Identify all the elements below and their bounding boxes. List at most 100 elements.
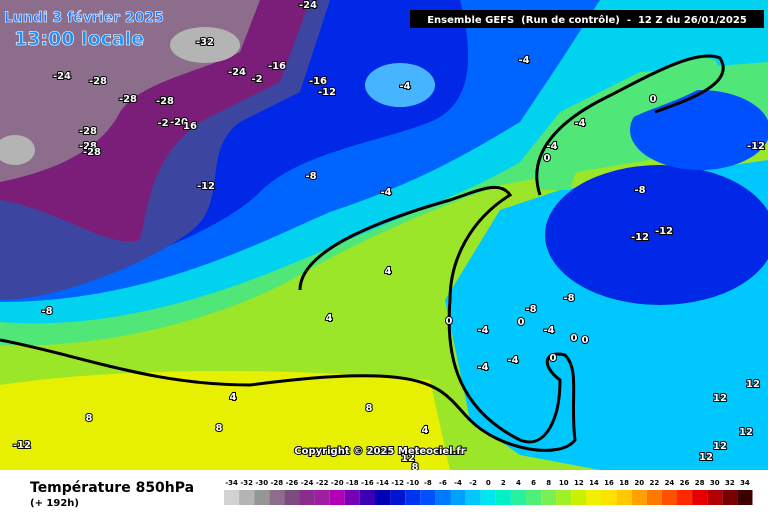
legend-swatch bbox=[495, 490, 511, 505]
contour-label: 12 bbox=[699, 452, 713, 463]
legend-swatch bbox=[692, 490, 708, 505]
contour-label: -28 bbox=[79, 126, 97, 137]
contour-label: -16 bbox=[309, 76, 327, 87]
legend-swatch bbox=[510, 490, 526, 505]
legend-swatch bbox=[390, 490, 406, 505]
legend-label: 6 bbox=[531, 479, 536, 487]
contour-label: -12 bbox=[197, 181, 215, 192]
legend-swatch bbox=[329, 490, 345, 505]
contour-label: -8 bbox=[525, 304, 536, 315]
contour-label: 16 bbox=[183, 121, 197, 132]
legend-label: -8 bbox=[424, 479, 432, 487]
legend-label: -18 bbox=[346, 479, 359, 487]
legend-swatch bbox=[375, 490, 391, 505]
contour-label: -8 bbox=[563, 293, 574, 304]
contour-label: -4 bbox=[477, 362, 488, 373]
contour-label: 12 bbox=[401, 453, 415, 464]
legend-swatch bbox=[269, 490, 285, 505]
contour-label: -28 bbox=[83, 147, 101, 158]
run-info: Ensemble GEFS (Run de contrôle) - 12 Z d… bbox=[427, 14, 747, 26]
legend-swatch bbox=[586, 490, 602, 505]
legend-label: -10 bbox=[406, 479, 419, 487]
legend-swatch bbox=[571, 490, 587, 505]
legend-label: -30 bbox=[255, 479, 268, 487]
legend-swatch bbox=[616, 490, 632, 505]
contour-label: -4 bbox=[518, 55, 529, 66]
legend-swatch bbox=[526, 490, 542, 505]
map-labels: -24 -32 -24 -28 -24 -2 -16 -16 -12 -28 -… bbox=[12, 0, 766, 474]
legend-label: 12 bbox=[574, 479, 584, 487]
legend-label: 34 bbox=[740, 479, 750, 487]
legend-swatch bbox=[737, 490, 753, 505]
contour-label: -8 bbox=[305, 171, 316, 182]
contour-label: -28 bbox=[89, 76, 107, 87]
legend-swatch bbox=[435, 490, 451, 505]
legend-swatch bbox=[631, 490, 647, 505]
legend-label: 0 bbox=[486, 479, 491, 487]
legend-swatch bbox=[224, 490, 240, 505]
legend-swatch bbox=[465, 490, 481, 505]
legend-label: 14 bbox=[589, 479, 599, 487]
contour-label: 12 bbox=[746, 379, 760, 390]
contour-label: -4 bbox=[477, 325, 488, 336]
contour-label: 0 bbox=[650, 94, 657, 105]
contour-label: 12 bbox=[739, 427, 753, 438]
contour-label: -4 bbox=[546, 141, 557, 152]
contour-label: -12 bbox=[747, 141, 765, 152]
contour-label: -8 bbox=[634, 185, 645, 196]
legend-label: 32 bbox=[725, 479, 735, 487]
contour-label: -24 bbox=[299, 0, 317, 11]
legend-label: -16 bbox=[361, 479, 374, 487]
parameter-name: Température 850hPa bbox=[30, 480, 194, 496]
contour-label: -12 bbox=[631, 232, 649, 243]
legend-swatch bbox=[284, 490, 300, 505]
contour-label: -32 bbox=[196, 37, 214, 48]
legend-label: 10 bbox=[559, 479, 569, 487]
contour-label: 8 bbox=[366, 403, 373, 414]
contour-label: -12 bbox=[318, 87, 336, 98]
legend-label: -28 bbox=[271, 479, 284, 487]
contour-label: 12 bbox=[713, 393, 727, 404]
contour-label: 0 bbox=[571, 333, 578, 344]
color-legend: -34 -32 -30 -28 -26 -24 -22 -20 -18 -16 -14 -12 -10-… bbox=[224, 479, 753, 505]
contour-label: -28 bbox=[79, 141, 97, 152]
legend-swatch bbox=[254, 490, 270, 505]
temperature-field bbox=[0, 0, 768, 470]
contour-label: 8 bbox=[216, 423, 223, 434]
legend-label: -34 bbox=[225, 479, 238, 487]
contour-label: 0 bbox=[550, 353, 557, 364]
legend-label: 16 bbox=[604, 479, 614, 487]
contour-label: -4 bbox=[380, 187, 391, 198]
contour-label: -4 bbox=[574, 118, 585, 129]
legend-swatch bbox=[450, 490, 466, 505]
date-title: Lundi 3 février 2025 bbox=[4, 10, 164, 26]
contour-label: -28 bbox=[119, 94, 137, 105]
contour-label: -16 bbox=[268, 61, 286, 72]
contour-label: -4 bbox=[543, 325, 554, 336]
legend-swatch bbox=[722, 490, 738, 505]
legend-swatch bbox=[314, 490, 330, 505]
contour-label: 0 bbox=[582, 335, 589, 346]
time-title: 13:00 locale bbox=[14, 28, 144, 50]
contour-label: -2 bbox=[157, 118, 168, 129]
legend-swatch bbox=[299, 490, 315, 505]
legend-swatch bbox=[601, 490, 617, 505]
legend-label: 4 bbox=[516, 479, 521, 487]
legend-label: 2 bbox=[501, 479, 506, 487]
contour-label: -4 bbox=[507, 355, 518, 366]
legend-label: -32 bbox=[240, 479, 253, 487]
run-box bbox=[410, 10, 764, 28]
contour-label: 0 bbox=[544, 153, 551, 164]
legend-label: -6 bbox=[439, 479, 447, 487]
legend-label: -22 bbox=[316, 479, 329, 487]
legend-swatch bbox=[420, 490, 436, 505]
contour-label: 0 bbox=[446, 316, 453, 327]
legend-label: 26 bbox=[680, 479, 690, 487]
legend-label: -24 bbox=[301, 479, 314, 487]
contour-label: -12 bbox=[13, 440, 31, 451]
legend-label: -14 bbox=[376, 479, 389, 487]
contour-label: -28 bbox=[156, 96, 174, 107]
legend-swatch bbox=[239, 490, 255, 505]
